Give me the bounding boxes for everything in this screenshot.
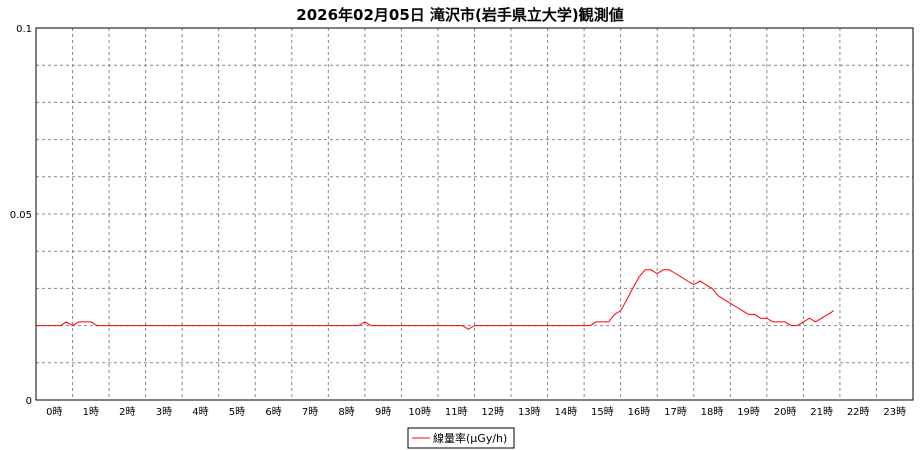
series-line: [36, 269, 834, 330]
x-tick-label: 2時: [119, 406, 135, 418]
x-tick-label: 7時: [302, 406, 318, 418]
x-tick-label: 15時: [591, 406, 614, 418]
x-tick-label: 22時: [847, 406, 870, 418]
x-tick-label: 11時: [445, 406, 468, 418]
y-tick-label: 0.1: [16, 24, 32, 35]
chart-title: 2026年02月05日 滝沢市(岩手県立大学)観測値: [296, 6, 623, 24]
x-tick-label: 9時: [375, 406, 391, 418]
x-tick-label: 21時: [810, 406, 833, 418]
x-tick-label: 19時: [737, 406, 760, 418]
x-tick-label: 3時: [156, 406, 172, 418]
y-tick-label: 0: [26, 396, 32, 407]
y-axis: 0 0.05 0.1: [10, 24, 32, 407]
x-axis: 0時 1時 2時 3時 4時 5時 6時 7時 8時 9時 10時 11時 12時 13時 14時 15時 16…: [46, 406, 906, 418]
x-tick-label: 8時: [338, 406, 354, 418]
x-tick-label: 16時: [628, 406, 651, 418]
x-tick-label: 14時: [554, 406, 577, 418]
x-tick-label: 17時: [664, 406, 687, 418]
series-group: [36, 269, 834, 330]
legend: 線量率(μGy/h): [407, 427, 515, 449]
x-tick-label: 1時: [83, 406, 99, 418]
chart-grid: [36, 28, 913, 400]
plot-area: [35, 27, 914, 401]
y-tick-label: 0.05: [10, 210, 32, 221]
x-tick-label: 12時: [481, 406, 504, 418]
x-tick-label: 0時: [46, 406, 62, 418]
x-tick-label: 6時: [265, 406, 281, 418]
x-tick-label: 23時: [883, 406, 906, 418]
x-tick-label: 4時: [192, 406, 208, 418]
x-tick-label: 13時: [518, 406, 541, 418]
legend-label: 線量率(μGy/h): [433, 431, 507, 445]
x-tick-label: 10時: [408, 406, 431, 418]
x-tick-label: 18時: [701, 406, 724, 418]
x-tick-label: 5時: [229, 406, 245, 418]
x-tick-label: 20時: [774, 406, 797, 418]
legend-box: [407, 427, 515, 449]
